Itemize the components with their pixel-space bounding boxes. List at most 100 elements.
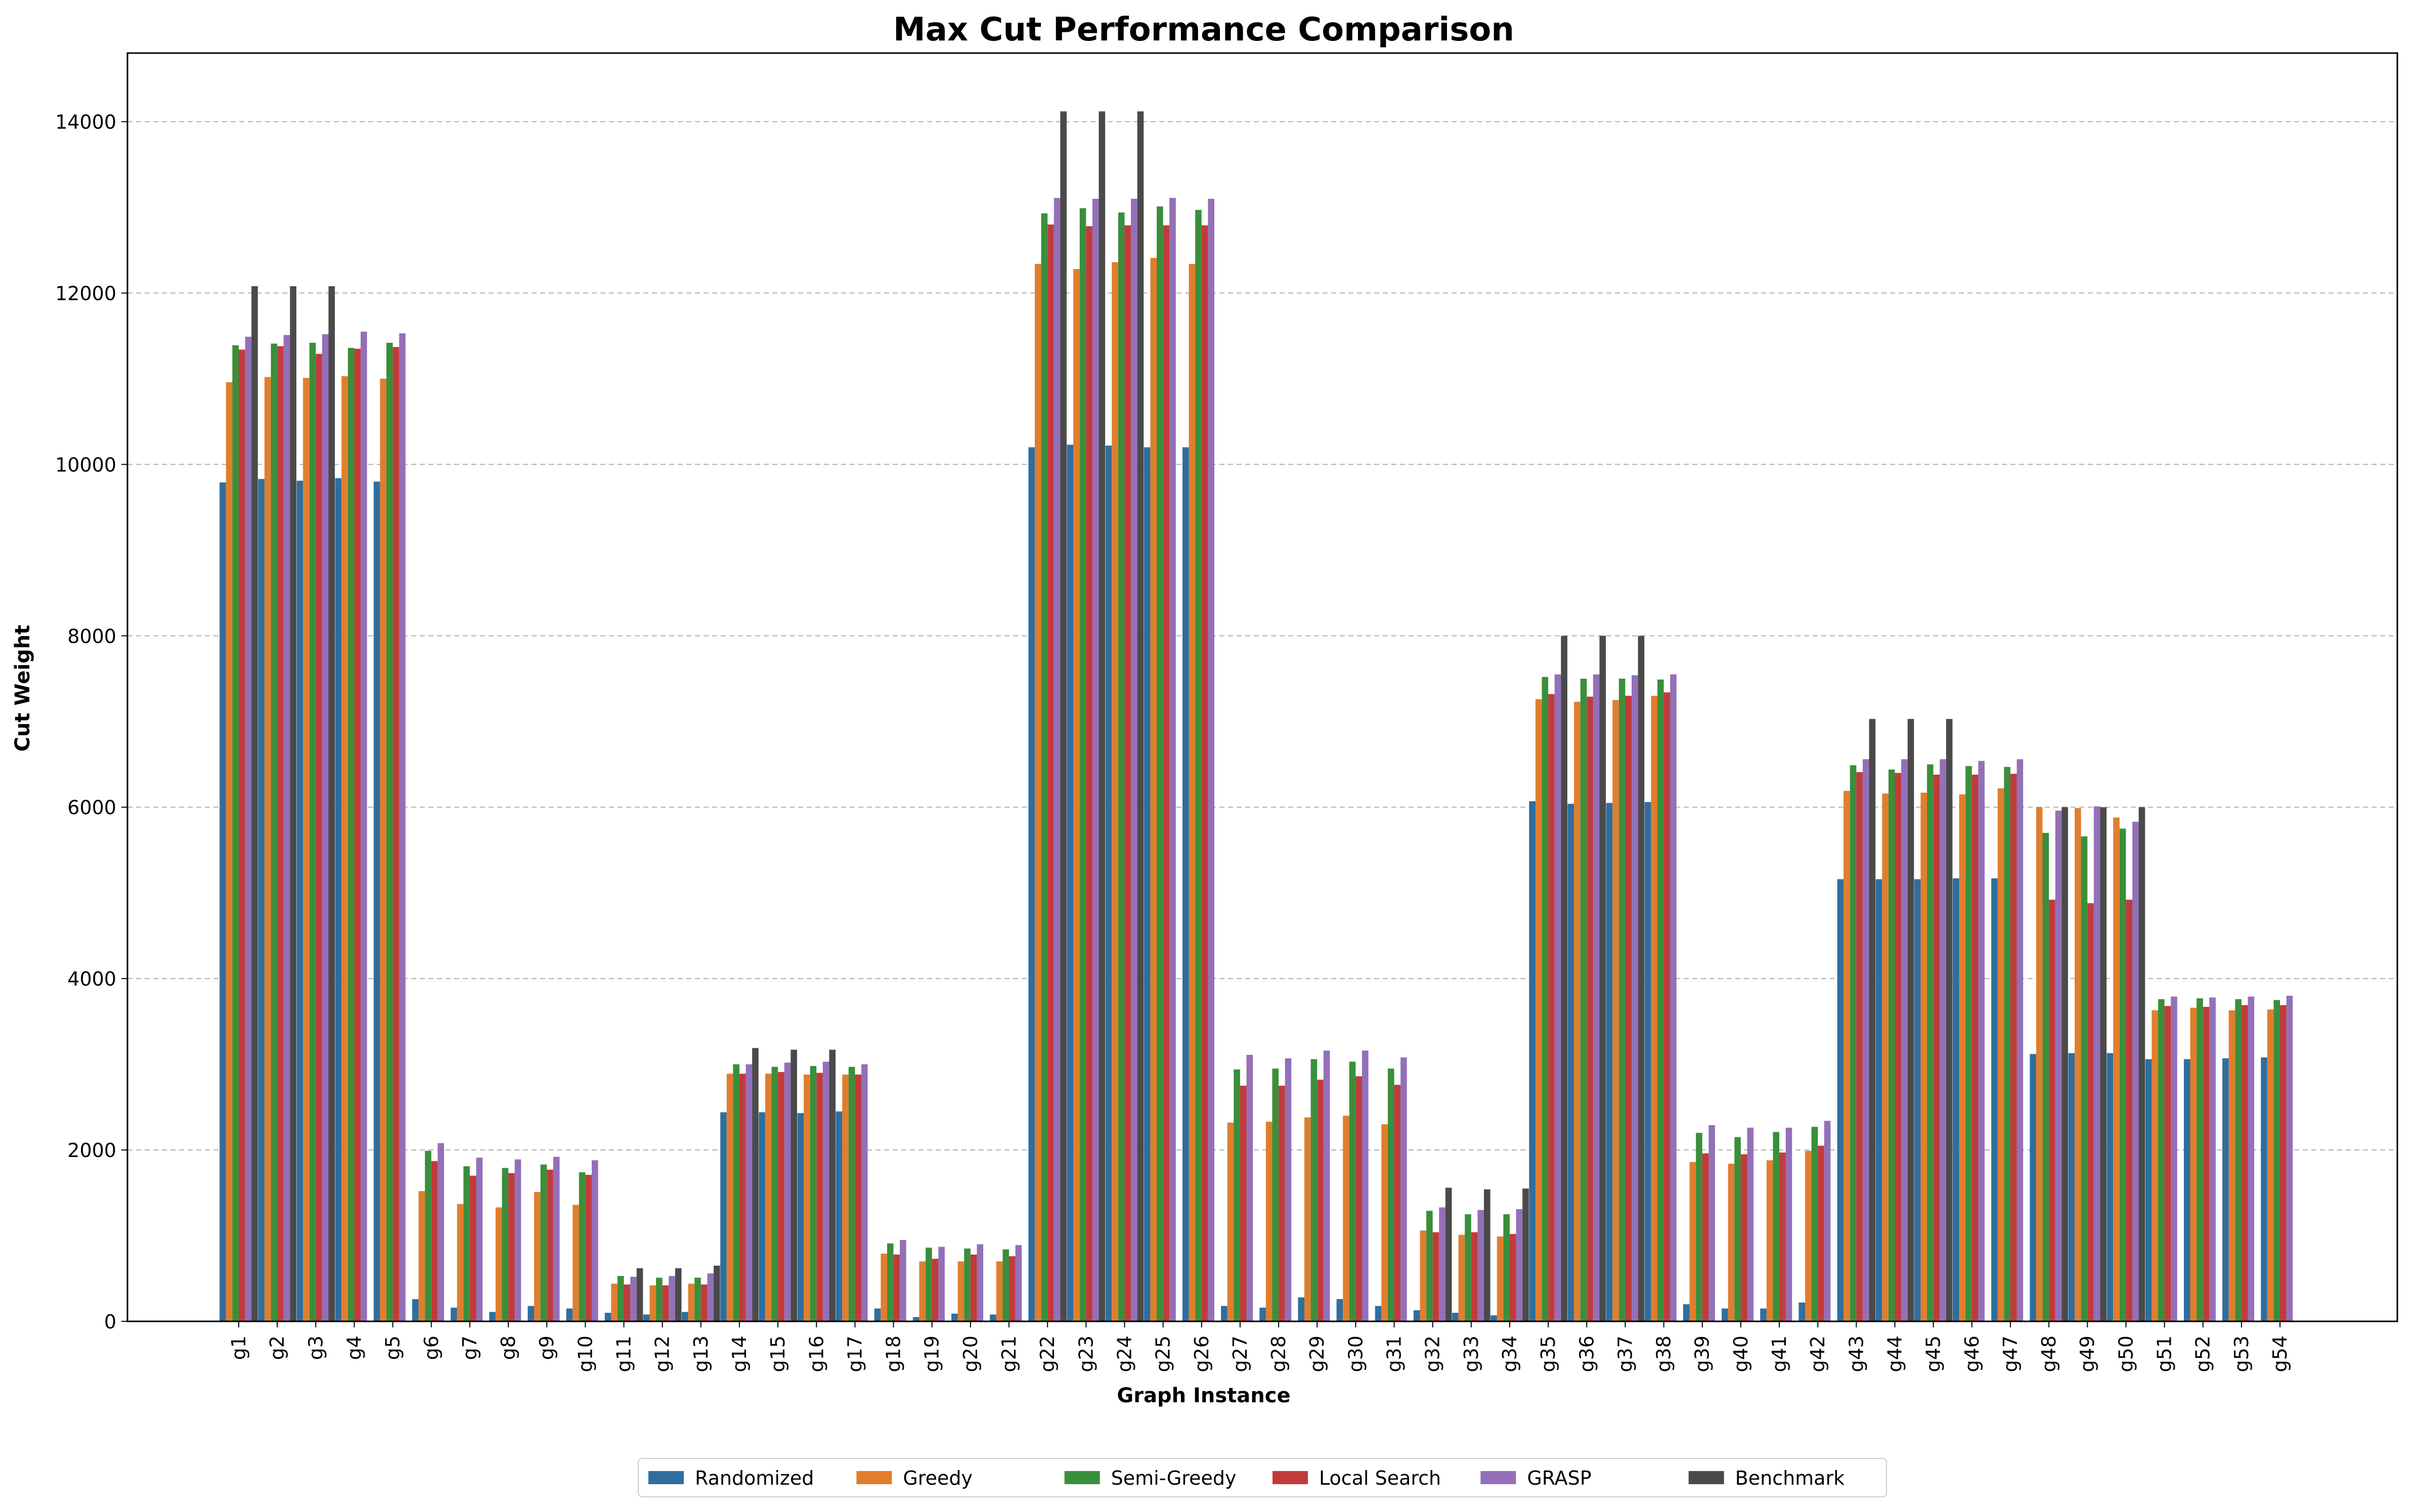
x-tick-label: g18 [883, 1336, 905, 1372]
bar-grasp-g27 [1246, 1054, 1253, 1321]
bar-randomized-g22 [1028, 447, 1035, 1322]
bar-greedy-g24 [1112, 262, 1118, 1322]
bar-grasp-g25 [1169, 198, 1176, 1321]
x-tick-label: g21 [998, 1336, 1020, 1372]
bar-randomized-g47 [1991, 878, 1998, 1321]
bar-local-search-g26 [1201, 225, 1208, 1321]
bar-grasp-g29 [1323, 1050, 1330, 1321]
bar-benchmark-g15 [791, 1049, 797, 1321]
bar-semi-greedy-g30 [1349, 1061, 1356, 1321]
x-tick-label: g31 [1383, 1336, 1406, 1372]
x-tick-label: g7 [459, 1336, 481, 1360]
bar-semi-greedy-g13 [694, 1277, 701, 1321]
bar-local-search-g16 [816, 1073, 823, 1321]
chart-title: Max Cut Performance Comparison [893, 11, 1514, 49]
bar-semi-greedy-g6 [425, 1150, 431, 1321]
legend: Randomized Greedy Semi-Greedy Local Search G… [638, 1458, 1887, 1497]
x-tick-label: g41 [1768, 1336, 1790, 1372]
bar-greedy-g2 [264, 377, 271, 1321]
bar-local-search-g9 [547, 1170, 553, 1321]
bar-local-search-g11 [624, 1284, 631, 1321]
bar-semi-greedy-g18 [887, 1243, 894, 1321]
bar-semi-greedy-g41 [1773, 1132, 1780, 1321]
bar-semi-greedy-g2 [271, 343, 278, 1322]
bar-greedy-g31 [1381, 1124, 1388, 1321]
bar-randomized-g36 [1567, 804, 1574, 1321]
bar-greedy-g33 [1458, 1234, 1465, 1321]
bar-semi-greedy-g7 [463, 1166, 470, 1321]
bar-semi-greedy-g42 [1811, 1127, 1818, 1321]
bars [220, 111, 2293, 1322]
bar-semi-greedy-g23 [1079, 208, 1086, 1321]
bar-greedy-g37 [1612, 700, 1619, 1321]
bar-benchmark-g1 [251, 286, 258, 1322]
y-tick-label: 0 [104, 1311, 116, 1333]
x-tick-label: g30 [1344, 1336, 1367, 1372]
x-tick-label: g37 [1614, 1336, 1636, 1372]
bar-greedy-g53 [2228, 1010, 2235, 1321]
bar-local-search-g49 [2087, 903, 2094, 1321]
bar-benchmark-g36 [1599, 636, 1606, 1321]
bar-greedy-g32 [1420, 1230, 1427, 1321]
bar-randomized-g5 [373, 481, 380, 1321]
x-tick-label: g14 [728, 1336, 751, 1372]
y-tick-label: 10000 [55, 454, 116, 476]
bar-grasp-g4 [361, 331, 367, 1322]
x-tick-label: g44 [1883, 1336, 1906, 1372]
bar-grasp-g50 [2132, 822, 2139, 1321]
legend-label: Local Search [1319, 1467, 1441, 1489]
bar-randomized-g46 [1952, 878, 1959, 1321]
bar-benchmark-g34 [1522, 1188, 1529, 1321]
bar-local-search-g38 [1663, 692, 1671, 1321]
bar-grasp-g43 [1862, 759, 1869, 1321]
bar-greedy-g10 [573, 1205, 579, 1321]
bar-semi-greedy-g49 [2081, 836, 2088, 1321]
bar-grasp-g30 [1362, 1050, 1369, 1321]
bar-semi-greedy-g38 [1657, 679, 1664, 1321]
bar-greedy-g14 [726, 1074, 733, 1321]
legend-label: Semi-Greedy [1111, 1467, 1237, 1489]
bar-semi-greedy-g8 [502, 1168, 509, 1321]
bar-greedy-g38 [1651, 695, 1657, 1321]
bar-semi-greedy-g15 [771, 1066, 778, 1321]
bar-greedy-g21 [996, 1261, 1003, 1321]
bar-local-search-g29 [1317, 1080, 1324, 1321]
bar-greedy-g22 [1034, 263, 1041, 1321]
x-tick-label: g53 [2230, 1336, 2253, 1372]
bar-randomized-g11 [604, 1313, 611, 1321]
bar-semi-greedy-g21 [1002, 1249, 1010, 1321]
y-axis-label: Cut Weight [11, 625, 34, 752]
bar-greedy-g17 [842, 1074, 849, 1321]
bar-semi-greedy-g37 [1618, 679, 1626, 1321]
x-tick-label: g23 [1075, 1336, 1097, 1372]
bar-semi-greedy-g25 [1157, 206, 1163, 1321]
bar-semi-greedy-g51 [2158, 999, 2165, 1321]
bar-semi-greedy-g47 [2004, 767, 2010, 1321]
y-tick-label: 12000 [55, 282, 116, 304]
bar-greedy-g18 [881, 1254, 887, 1321]
bar-semi-greedy-g26 [1195, 210, 1202, 1321]
bar-randomized-g40 [1722, 1308, 1728, 1321]
legend-swatch [1064, 1471, 1100, 1484]
x-tick-label: g42 [1807, 1336, 1829, 1372]
bar-grasp-g39 [1708, 1125, 1715, 1321]
bar-grasp-g32 [1439, 1207, 1445, 1321]
bar-grasp-g14 [745, 1064, 753, 1321]
bar-randomized-g35 [1529, 801, 1536, 1321]
bar-local-search-g20 [970, 1254, 977, 1321]
bar-greedy-g19 [919, 1261, 926, 1321]
x-tick-label: g20 [959, 1336, 982, 1372]
bar-benchmark-g50 [2138, 807, 2145, 1321]
bar-grasp-g54 [2286, 996, 2293, 1321]
bar-greedy-g35 [1535, 699, 1542, 1321]
bar-grasp-g21 [1015, 1245, 1022, 1321]
bar-grasp-g7 [476, 1158, 483, 1321]
bar-semi-greedy-g36 [1580, 679, 1587, 1321]
x-tick-label: g6 [420, 1336, 443, 1360]
bar-semi-greedy-g3 [309, 342, 316, 1321]
bar-grasp-g49 [2093, 806, 2100, 1321]
bar-randomized-g53 [2222, 1058, 2229, 1321]
bar-benchmark-g23 [1099, 111, 1106, 1322]
bar-local-search-g5 [392, 347, 400, 1321]
